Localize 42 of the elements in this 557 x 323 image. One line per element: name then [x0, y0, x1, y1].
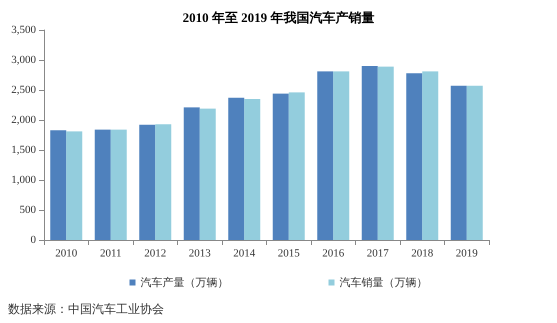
bar [94, 130, 111, 240]
y-tick-label: 2,000 [11, 114, 36, 126]
x-tick-label: 2016 [322, 248, 345, 260]
x-tick-label: 2011 [100, 248, 122, 260]
bar [378, 66, 394, 240]
bar [466, 86, 483, 240]
x-tick-label: 2017 [366, 248, 390, 260]
bar [333, 71, 350, 240]
legend-label: 汽车产量（万辆） [140, 276, 228, 289]
bar [272, 94, 289, 240]
source-note: 数据来源：中国汽车工业协会 [8, 302, 164, 316]
bar [422, 71, 438, 240]
x-tick-label: 2010 [55, 248, 78, 260]
bar [450, 86, 467, 240]
bar [200, 108, 216, 240]
y-tick-label: 500 [20, 204, 36, 216]
chart-title: 2010 年至 2019 年我国汽车产销量 [182, 10, 374, 25]
bar [228, 98, 244, 240]
x-tick-label: 2019 [456, 248, 478, 260]
bar [317, 71, 334, 240]
bar [362, 66, 378, 240]
x-tick-label: 2012 [144, 248, 166, 260]
bar [184, 107, 200, 240]
x-tick-label: 2013 [188, 248, 212, 260]
x-tick-label: 2018 [411, 248, 434, 260]
y-tick-label: 3,000 [11, 54, 36, 66]
bar [406, 73, 422, 240]
x-tick-label: 2014 [233, 248, 256, 260]
y-tick-label: 1,500 [11, 144, 36, 156]
y-tick-label: 2,500 [11, 84, 36, 96]
bar [155, 124, 172, 240]
bar [288, 92, 305, 240]
y-tick-label: 0 [30, 234, 36, 246]
legend-label: 汽车销量（万辆） [340, 276, 428, 289]
bar [244, 99, 260, 240]
bar [50, 130, 66, 240]
bar [139, 124, 156, 240]
y-tick-label: 3,500 [11, 24, 36, 36]
y-tick-label: 1,000 [11, 174, 36, 186]
x-tick-label: 2015 [278, 248, 300, 260]
bar [110, 130, 127, 240]
bar [66, 131, 82, 240]
